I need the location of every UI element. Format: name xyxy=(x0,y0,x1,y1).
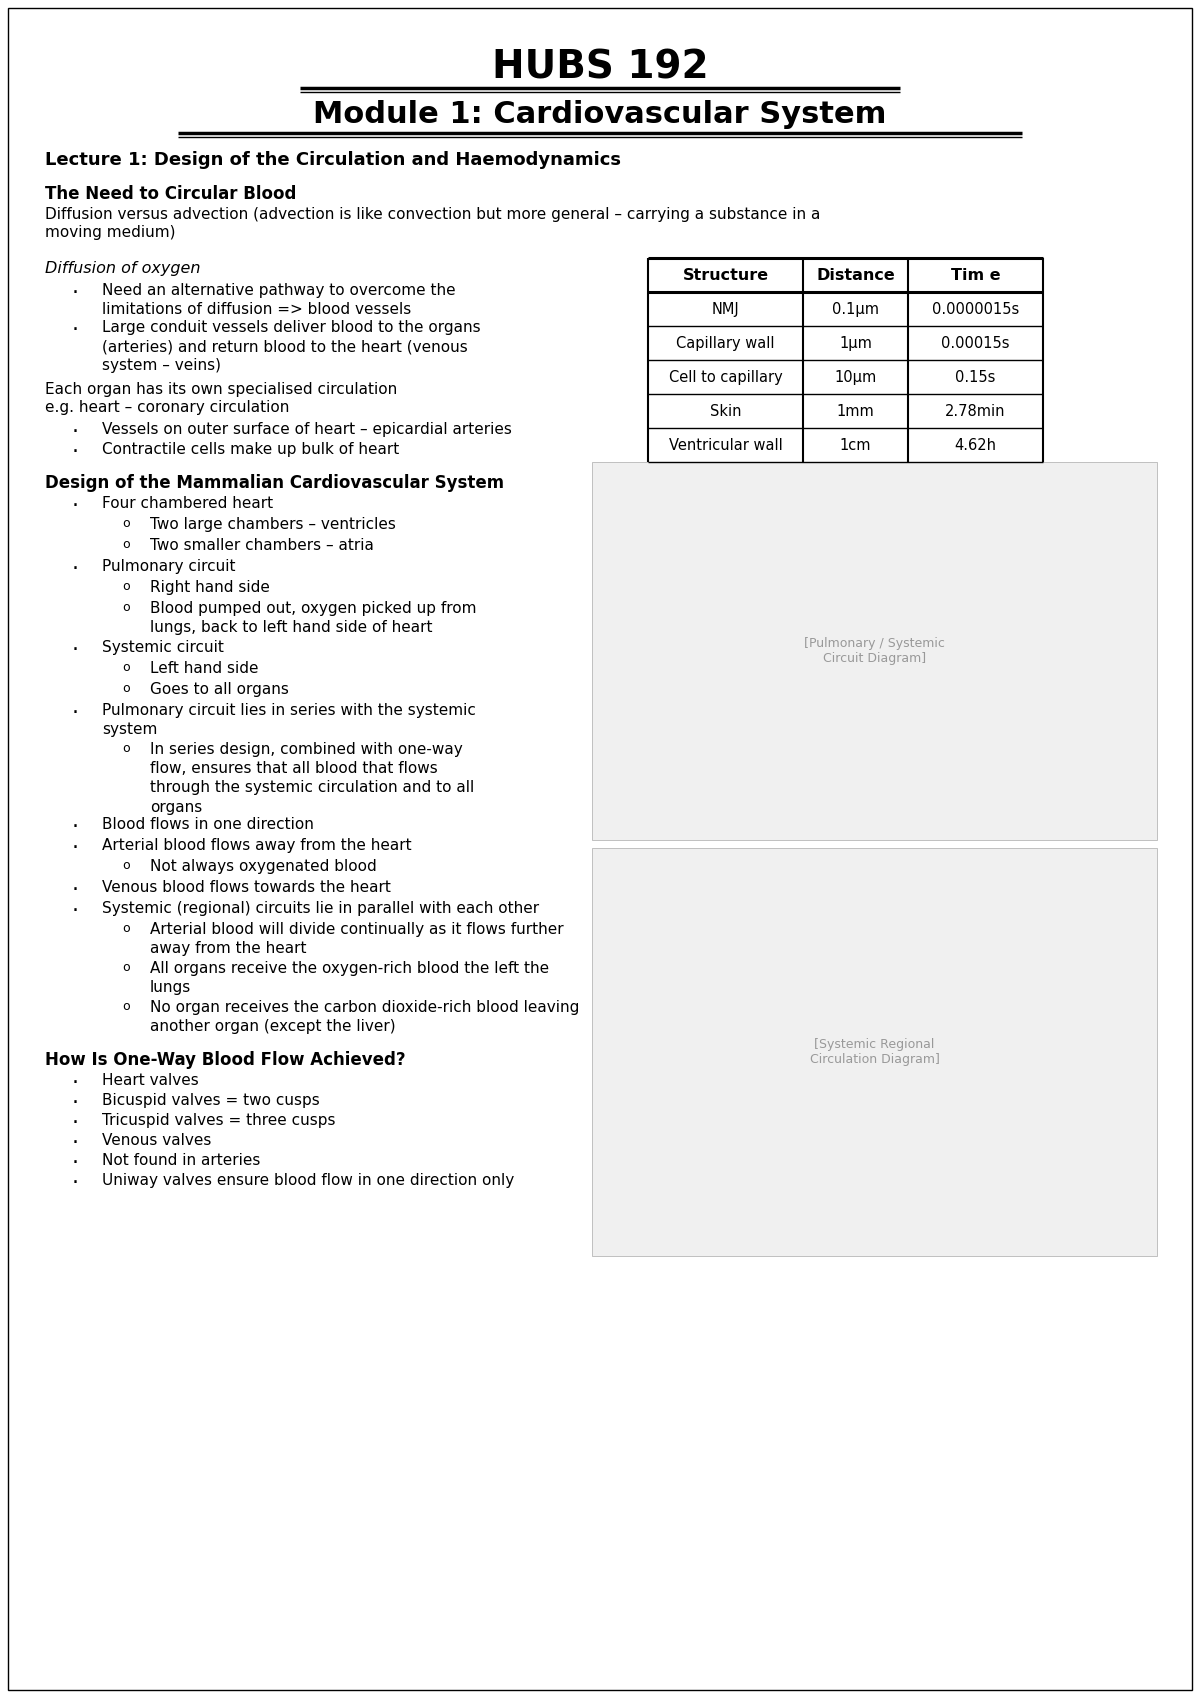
Text: 10μm: 10μm xyxy=(834,370,877,384)
Text: 1mm: 1mm xyxy=(836,404,875,418)
Bar xyxy=(592,847,1157,1257)
Text: Pulmonary circuit lies in series with the systemic
system: Pulmonary circuit lies in series with th… xyxy=(102,703,476,737)
Text: 0.1μm: 0.1μm xyxy=(832,302,878,316)
Text: o: o xyxy=(122,1000,130,1014)
Text: ·: · xyxy=(72,880,79,900)
Text: Module 1: Cardiovascular System: Module 1: Cardiovascular System xyxy=(313,100,887,129)
Text: [Systemic Regional
Circulation Diagram]: [Systemic Regional Circulation Diagram] xyxy=(810,1037,940,1066)
Text: 0.00015s: 0.00015s xyxy=(941,336,1009,350)
Text: Need an alternative pathway to overcome the
limitations of diffusion => blood ve: Need an alternative pathway to overcome … xyxy=(102,284,456,318)
Text: Blood pumped out, oxygen picked up from
lungs, back to left hand side of heart: Blood pumped out, oxygen picked up from … xyxy=(150,601,476,635)
Text: ·: · xyxy=(72,902,79,920)
Text: Arterial blood flows away from the heart: Arterial blood flows away from the heart xyxy=(102,839,412,852)
Text: moving medium): moving medium) xyxy=(46,226,175,239)
Text: 0.15s: 0.15s xyxy=(955,370,996,384)
Text: How Is One-Way Blood Flow Achieved?: How Is One-Way Blood Flow Achieved? xyxy=(46,1051,406,1070)
Text: ·: · xyxy=(72,1094,79,1112)
Text: Capillary wall: Capillary wall xyxy=(677,336,775,350)
Text: Uniway valves ensure blood flow in one direction only: Uniway valves ensure blood flow in one d… xyxy=(102,1173,515,1189)
Text: o: o xyxy=(122,922,130,936)
Text: Venous blood flows towards the heart: Venous blood flows towards the heart xyxy=(102,880,391,895)
Text: 0.0000015s: 0.0000015s xyxy=(932,302,1019,316)
Text: Distance: Distance xyxy=(816,268,895,282)
Text: All organs receive the oxygen-rich blood the left the
lungs: All organs receive the oxygen-rich blood… xyxy=(150,961,550,995)
Text: Structure: Structure xyxy=(683,268,768,282)
Text: ·: · xyxy=(72,1133,79,1153)
Text: ·: · xyxy=(72,1112,79,1133)
Text: o: o xyxy=(122,859,130,873)
Text: Tim e: Tim e xyxy=(950,268,1001,282)
Text: ·: · xyxy=(72,496,79,516)
Text: Skin: Skin xyxy=(709,404,742,418)
Text: ·: · xyxy=(72,423,79,441)
Text: The Need to Circular Blood: The Need to Circular Blood xyxy=(46,185,296,204)
Text: Diffusion versus advection (advection is like convection but more general – carr: Diffusion versus advection (advection is… xyxy=(46,207,821,222)
Text: Diffusion of oxygen: Diffusion of oxygen xyxy=(46,261,200,277)
Text: ·: · xyxy=(72,441,79,462)
Text: ·: · xyxy=(72,559,79,579)
Text: Left hand side: Left hand side xyxy=(150,661,258,676)
Text: [Pulmonary / Systemic
Circuit Diagram]: [Pulmonary / Systemic Circuit Diagram] xyxy=(804,637,944,666)
Text: ·: · xyxy=(72,1173,79,1194)
Text: ·: · xyxy=(72,1073,79,1094)
Text: ·: · xyxy=(72,1153,79,1173)
Text: Four chambered heart: Four chambered heart xyxy=(102,496,274,511)
Text: o: o xyxy=(122,742,130,756)
Text: e.g. heart – coronary circulation: e.g. heart – coronary circulation xyxy=(46,401,289,414)
Text: Not found in arteries: Not found in arteries xyxy=(102,1153,260,1168)
Text: o: o xyxy=(122,683,130,694)
Text: ·: · xyxy=(72,319,79,340)
Bar xyxy=(592,462,1157,841)
Text: ·: · xyxy=(72,839,79,857)
Text: Systemic circuit: Systemic circuit xyxy=(102,640,224,655)
Text: Not always oxygenated blood: Not always oxygenated blood xyxy=(150,859,377,874)
Text: 2.78min: 2.78min xyxy=(946,404,1006,418)
Text: ·: · xyxy=(72,817,79,837)
Text: Goes to all organs: Goes to all organs xyxy=(150,683,289,696)
Text: No organ receives the carbon dioxide-rich blood leaving
another organ (except th: No organ receives the carbon dioxide-ric… xyxy=(150,1000,580,1034)
Text: Blood flows in one direction: Blood flows in one direction xyxy=(102,817,314,832)
Text: Bicuspid valves = two cusps: Bicuspid valves = two cusps xyxy=(102,1094,319,1109)
Text: ·: · xyxy=(72,703,79,723)
Text: ·: · xyxy=(72,284,79,302)
Text: Large conduit vessels deliver blood to the organs
(arteries) and return blood to: Large conduit vessels deliver blood to t… xyxy=(102,319,481,374)
Text: Arterial blood will divide continually as it flows further
away from the heart: Arterial blood will divide continually a… xyxy=(150,922,564,956)
Text: Cell to capillary: Cell to capillary xyxy=(668,370,782,384)
Text: NMJ: NMJ xyxy=(712,302,739,316)
Text: 1cm: 1cm xyxy=(840,438,871,452)
Text: Each organ has its own specialised circulation: Each organ has its own specialised circu… xyxy=(46,382,397,397)
Text: Heart valves: Heart valves xyxy=(102,1073,199,1088)
Text: Design of the Mammalian Cardiovascular System: Design of the Mammalian Cardiovascular S… xyxy=(46,474,504,492)
Text: Venous valves: Venous valves xyxy=(102,1133,211,1148)
Text: o: o xyxy=(122,581,130,593)
Text: In series design, combined with one-way
flow, ensures that all blood that flows
: In series design, combined with one-way … xyxy=(150,742,474,815)
Text: Right hand side: Right hand side xyxy=(150,581,270,594)
Text: o: o xyxy=(122,538,130,550)
Text: Two smaller chambers – atria: Two smaller chambers – atria xyxy=(150,538,374,554)
Text: Contractile cells make up bulk of heart: Contractile cells make up bulk of heart xyxy=(102,441,400,457)
Text: Lecture 1: Design of the Circulation and Haemodynamics: Lecture 1: Design of the Circulation and… xyxy=(46,151,622,170)
Text: Pulmonary circuit: Pulmonary circuit xyxy=(102,559,235,574)
Text: 4.62h: 4.62h xyxy=(954,438,996,452)
Text: ·: · xyxy=(72,640,79,661)
Text: o: o xyxy=(122,516,130,530)
Text: o: o xyxy=(122,661,130,674)
Text: o: o xyxy=(122,601,130,615)
Text: Two large chambers – ventricles: Two large chambers – ventricles xyxy=(150,516,396,531)
Text: o: o xyxy=(122,961,130,975)
Text: HUBS 192: HUBS 192 xyxy=(492,48,708,87)
Text: Tricuspid valves = three cusps: Tricuspid valves = three cusps xyxy=(102,1112,336,1127)
Text: Vessels on outer surface of heart – epicardial arteries: Vessels on outer surface of heart – epic… xyxy=(102,423,512,436)
Text: Systemic (regional) circuits lie in parallel with each other: Systemic (regional) circuits lie in para… xyxy=(102,902,539,915)
Text: Ventricular wall: Ventricular wall xyxy=(668,438,782,452)
Text: 1μm: 1μm xyxy=(839,336,872,350)
